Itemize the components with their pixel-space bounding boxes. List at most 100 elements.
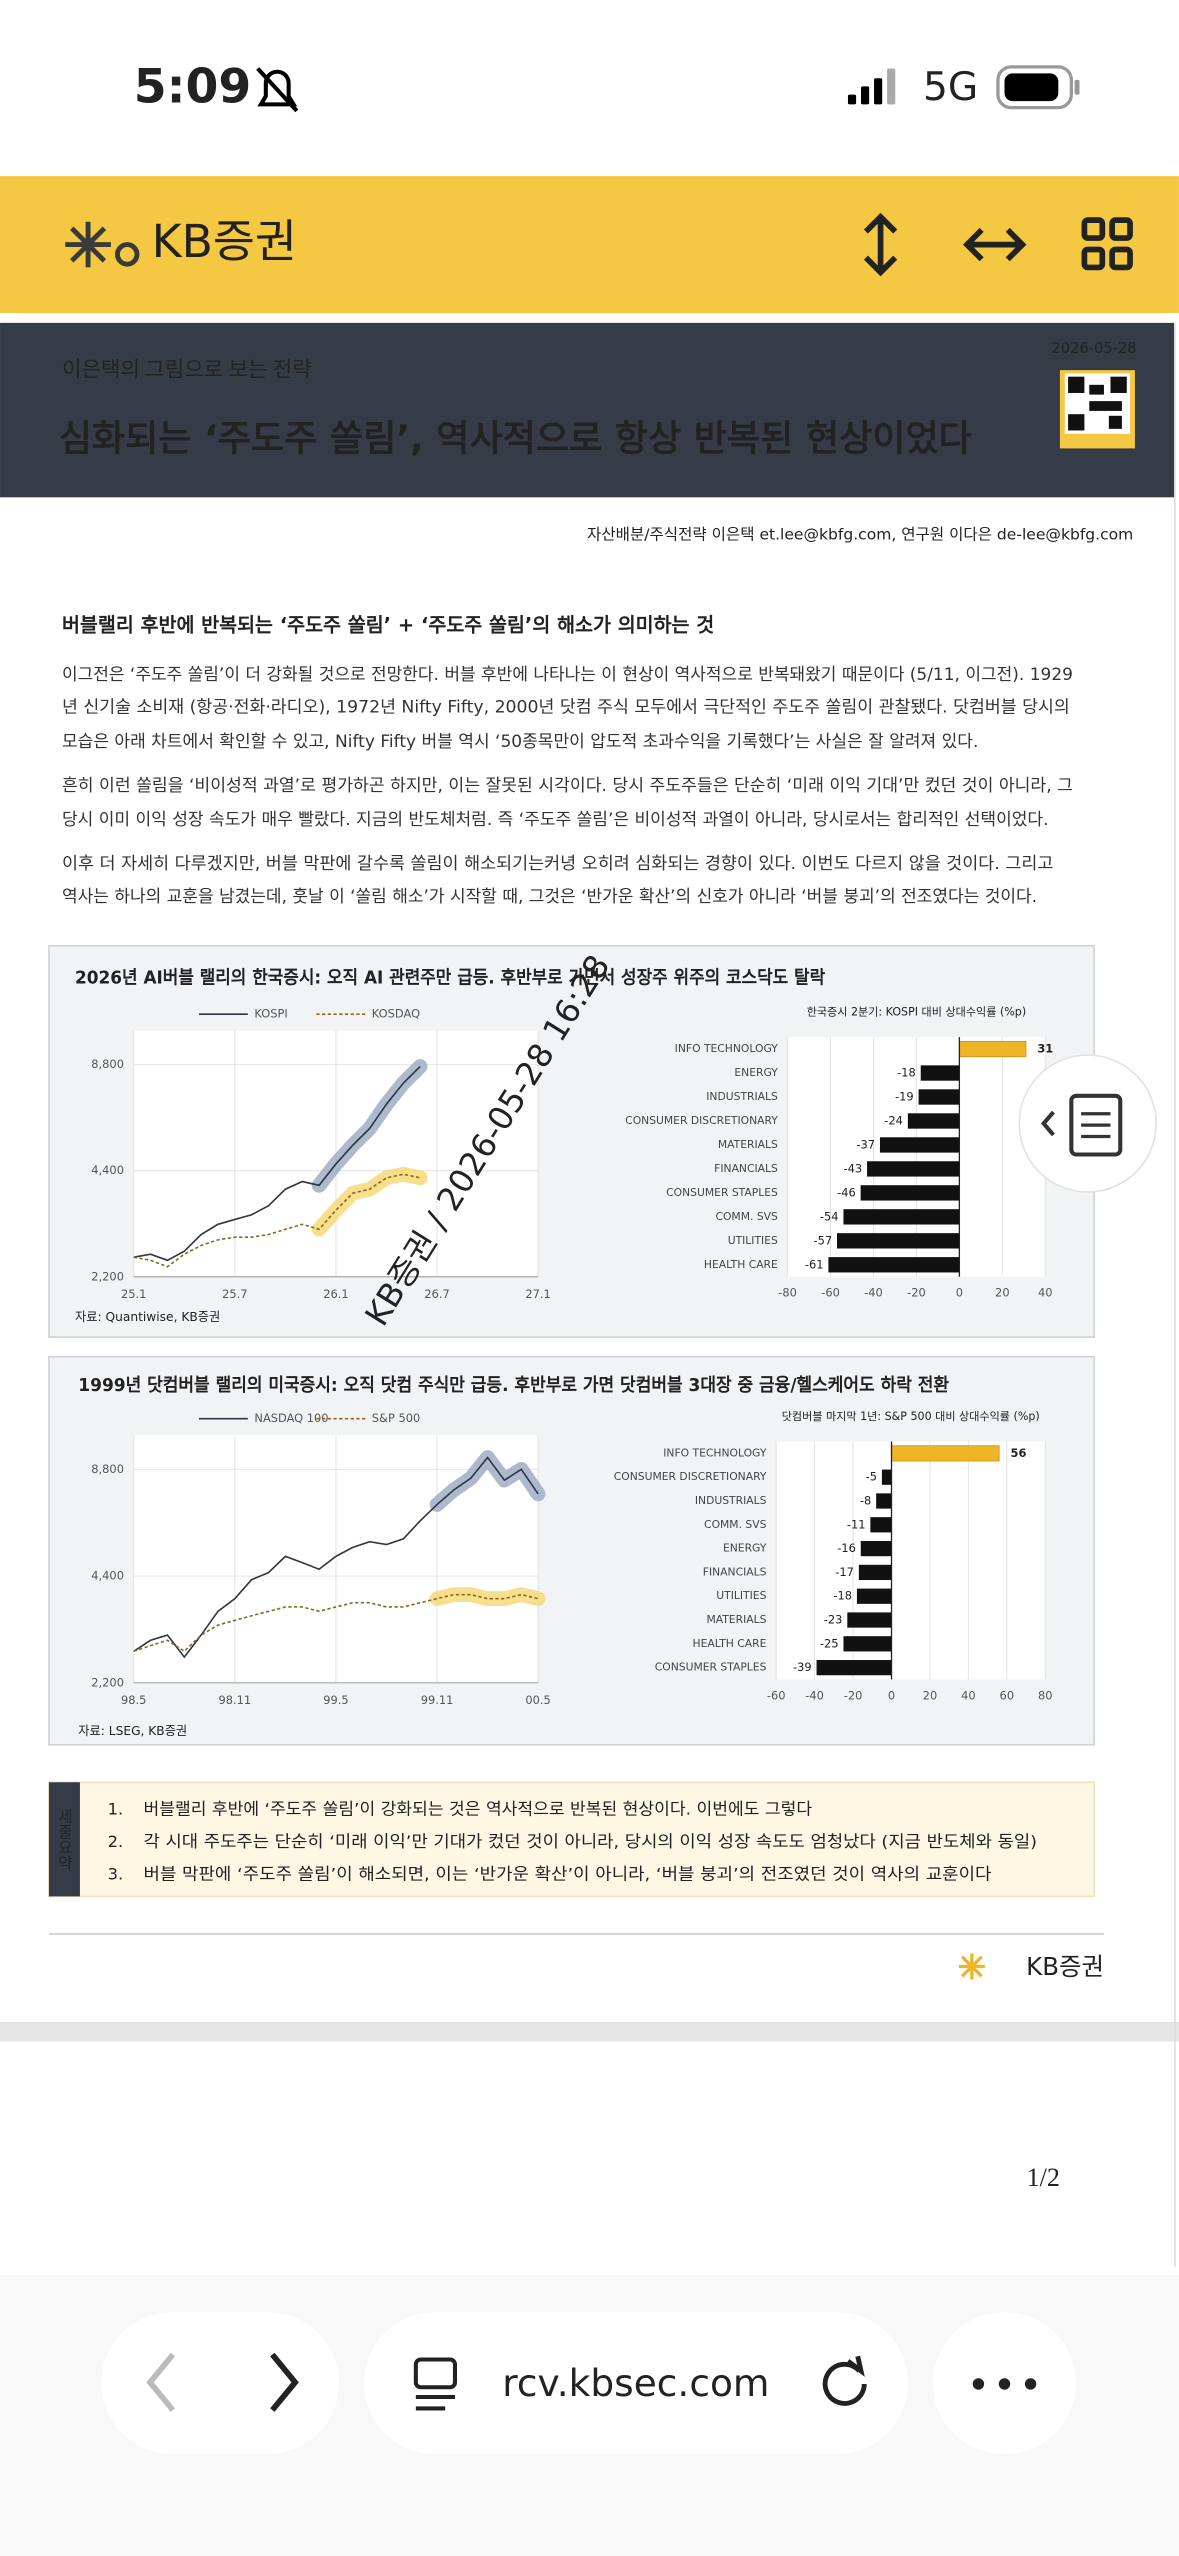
- category-label: ENERGY: [734, 1066, 778, 1079]
- category-label: UTILITIES: [728, 1234, 778, 1247]
- paragraph-line: 역사는 하나의 교훈을 남겼는데, 훗날 이 ‘쏠림 해소’가 시작할 때, 그…: [62, 886, 1037, 906]
- banner: [0, 322, 1175, 498]
- category-label: UTILITIES: [716, 1589, 766, 1602]
- authors: 자산배분/주식전략 이은택 et.lee@kbfg.com, 연구원 이다은 d…: [587, 525, 1133, 543]
- x-tick-label: 25.1: [121, 1287, 146, 1301]
- side-menu-button[interactable]: [1018, 1054, 1157, 1193]
- report-date: 2026-05-28: [1051, 340, 1136, 357]
- category-label: CONSUMER DISCRETIONARY: [625, 1114, 778, 1127]
- category-label: CONSUMER DISCRETIONARY: [614, 1470, 767, 1483]
- brand-logo: [65, 221, 140, 268]
- footer-logo-mark: [958, 1953, 985, 1980]
- x-tick-label: 0: [888, 1688, 895, 1702]
- figure-source: 자료: LSEG, KB증권: [78, 1724, 187, 1738]
- x-tick-label: 40: [1038, 1286, 1053, 1300]
- bar: [837, 1233, 960, 1249]
- value-label: -5: [866, 1470, 877, 1484]
- category-label: MATERIALS: [706, 1613, 766, 1626]
- vertical-resize-button[interactable]: [863, 212, 898, 277]
- category-label: HEALTH CARE: [704, 1258, 778, 1271]
- brand: KB증권: [152, 215, 297, 268]
- figure-source: 자료: Quantiwise, KB증권: [75, 1310, 220, 1324]
- bar: [860, 1185, 960, 1201]
- highlight-band: [429, 1587, 546, 1606]
- series-title: 이은택의 그림으로 보는 전략: [62, 358, 312, 382]
- x-tick-label: -20: [907, 1286, 926, 1300]
- reader-icon[interactable]: [413, 2357, 458, 2411]
- value-label: -54: [820, 1209, 839, 1223]
- back-button[interactable]: [146, 2352, 176, 2412]
- qr-code: [1059, 370, 1135, 449]
- bar: [907, 1113, 960, 1129]
- charts: 2,200 4,400 8,800 25.1 25.7 26.1 26.7 27.1 KOSPI…: [91, 1006, 1053, 1708]
- category-label: INFO TECHNOLOGY: [663, 1446, 767, 1459]
- category-label: INDUSTRIALS: [695, 1494, 767, 1507]
- bar: [891, 1445, 1000, 1462]
- x-tick-label: 25.7: [222, 1287, 247, 1301]
- legend-label: KOSPI: [254, 1007, 287, 1021]
- category-label: HEALTH CARE: [692, 1637, 766, 1650]
- x-tick-label: 00.5: [525, 1693, 550, 1707]
- summary-item: 버블 막판에 ‘주도주 쏠림’이 해소되면, 이는 ‘반가운 확산’이 아니라,…: [144, 1865, 992, 1884]
- series-line: [133, 1173, 421, 1268]
- category-label: ENERGY: [723, 1542, 767, 1555]
- y-tick-label: 8,800: [91, 1057, 124, 1071]
- more-button[interactable]: [972, 2378, 1037, 2390]
- value-label: -17: [835, 1565, 854, 1579]
- value-label: 31: [1037, 1042, 1053, 1056]
- grid-menu-button[interactable]: [1081, 217, 1133, 271]
- bar: [870, 1517, 892, 1533]
- value-label: -24: [884, 1113, 903, 1127]
- section-heading: 버블랠리 후반에 반복되는 ‘주도주 쏠림’ + ‘주도주 쏠림’의 해소가 의…: [62, 614, 714, 637]
- network: 5G: [923, 65, 978, 110]
- summary-label: 세줄요약: [55, 1808, 73, 1870]
- nav-pill: [101, 2312, 340, 2455]
- x-tick-label: 98.11: [219, 1693, 252, 1707]
- bar: [958, 1040, 1027, 1058]
- summary-list: 1. 버블랠리 후반에 ‘주도주 쏠림’이 강화되는 것은 역사적으로 반복된 현…: [108, 1799, 1037, 1883]
- bar: [858, 1564, 892, 1581]
- reload-button[interactable]: [822, 2355, 867, 2406]
- value-label: -8: [860, 1493, 871, 1507]
- value-label: -39: [793, 1660, 812, 1674]
- paragraph-line: 이후 더 자세히 다루겠지만, 버블 막판에 갈수록 쏠림이 해소되기는커녕 오…: [62, 853, 1053, 873]
- address-bar[interactable]: [363, 2312, 909, 2455]
- category-label: INDUSTRIALS: [706, 1090, 778, 1103]
- legend-label: S&P 500: [372, 1411, 420, 1425]
- category-label: FINANCIALS: [703, 1565, 767, 1578]
- x-tick-label: 99.5: [323, 1693, 348, 1707]
- footer-brand: KB증권: [1026, 1952, 1104, 1981]
- x-tick-label: -20: [844, 1688, 863, 1702]
- x-tick-label: -40: [864, 1286, 883, 1300]
- legend-label: NASDAQ 100: [254, 1411, 328, 1425]
- figure-title: 1999년 닷컴버블 랠리의 미국증시: 오직 닷컴 주식만 급등. 후반부로 …: [78, 1374, 949, 1396]
- summary-marker: 1.: [108, 1799, 124, 1818]
- summary-item: 버블랠리 후반에 ‘주도주 쏠림’이 강화되는 것은 역사적으로 반복된 현상이…: [144, 1799, 813, 1818]
- url[interactable]: rcv.kbsec.com: [502, 2361, 769, 2405]
- paragraph-line: 년 신기술 소비재 (항공·전화·라디오), 1972년 Nifty Fifty…: [62, 697, 1070, 717]
- plot-area: [776, 1441, 1046, 1680]
- legend-label: KOSDAQ: [372, 1007, 420, 1021]
- horizontal-resize-button[interactable]: [962, 227, 1027, 262]
- forward-button[interactable]: [270, 2352, 299, 2412]
- summary-strip: [48, 1782, 80, 1897]
- bar: [920, 1065, 960, 1081]
- series-line: [133, 1065, 421, 1262]
- category-label: CONSUMER STAPLES: [666, 1186, 778, 1199]
- summary-marker: 3.: [108, 1865, 124, 1884]
- figure-title: 2026년 AI버블 랠리의 한국증시: 오직 AI 관련주만 급등. 후반부로…: [75, 967, 826, 988]
- summary-box: [48, 1781, 1095, 1898]
- category-label: CONSUMER STAPLES: [655, 1661, 767, 1674]
- mute-icon: [256, 67, 299, 113]
- value-label: -16: [837, 1541, 856, 1555]
- bar: [918, 1089, 960, 1105]
- value-label: -46: [837, 1185, 856, 1199]
- paragraph-line: 당시 이미 이익 성장 속도가 매우 빨랐다. 지금의 반도체처럼. 즉 ‘주도…: [62, 809, 1049, 829]
- value-label: -23: [824, 1613, 843, 1627]
- value-label: 56: [1011, 1446, 1027, 1460]
- paragraph-line: 이그전은 ‘주도주 쏠림’이 더 강화될 것으로 전망한다. 버블 후반에 나타…: [62, 664, 1073, 684]
- value-label: -37: [856, 1137, 875, 1151]
- category-label: COMM. SVS: [704, 1518, 767, 1531]
- status-time: 5:09: [134, 60, 252, 115]
